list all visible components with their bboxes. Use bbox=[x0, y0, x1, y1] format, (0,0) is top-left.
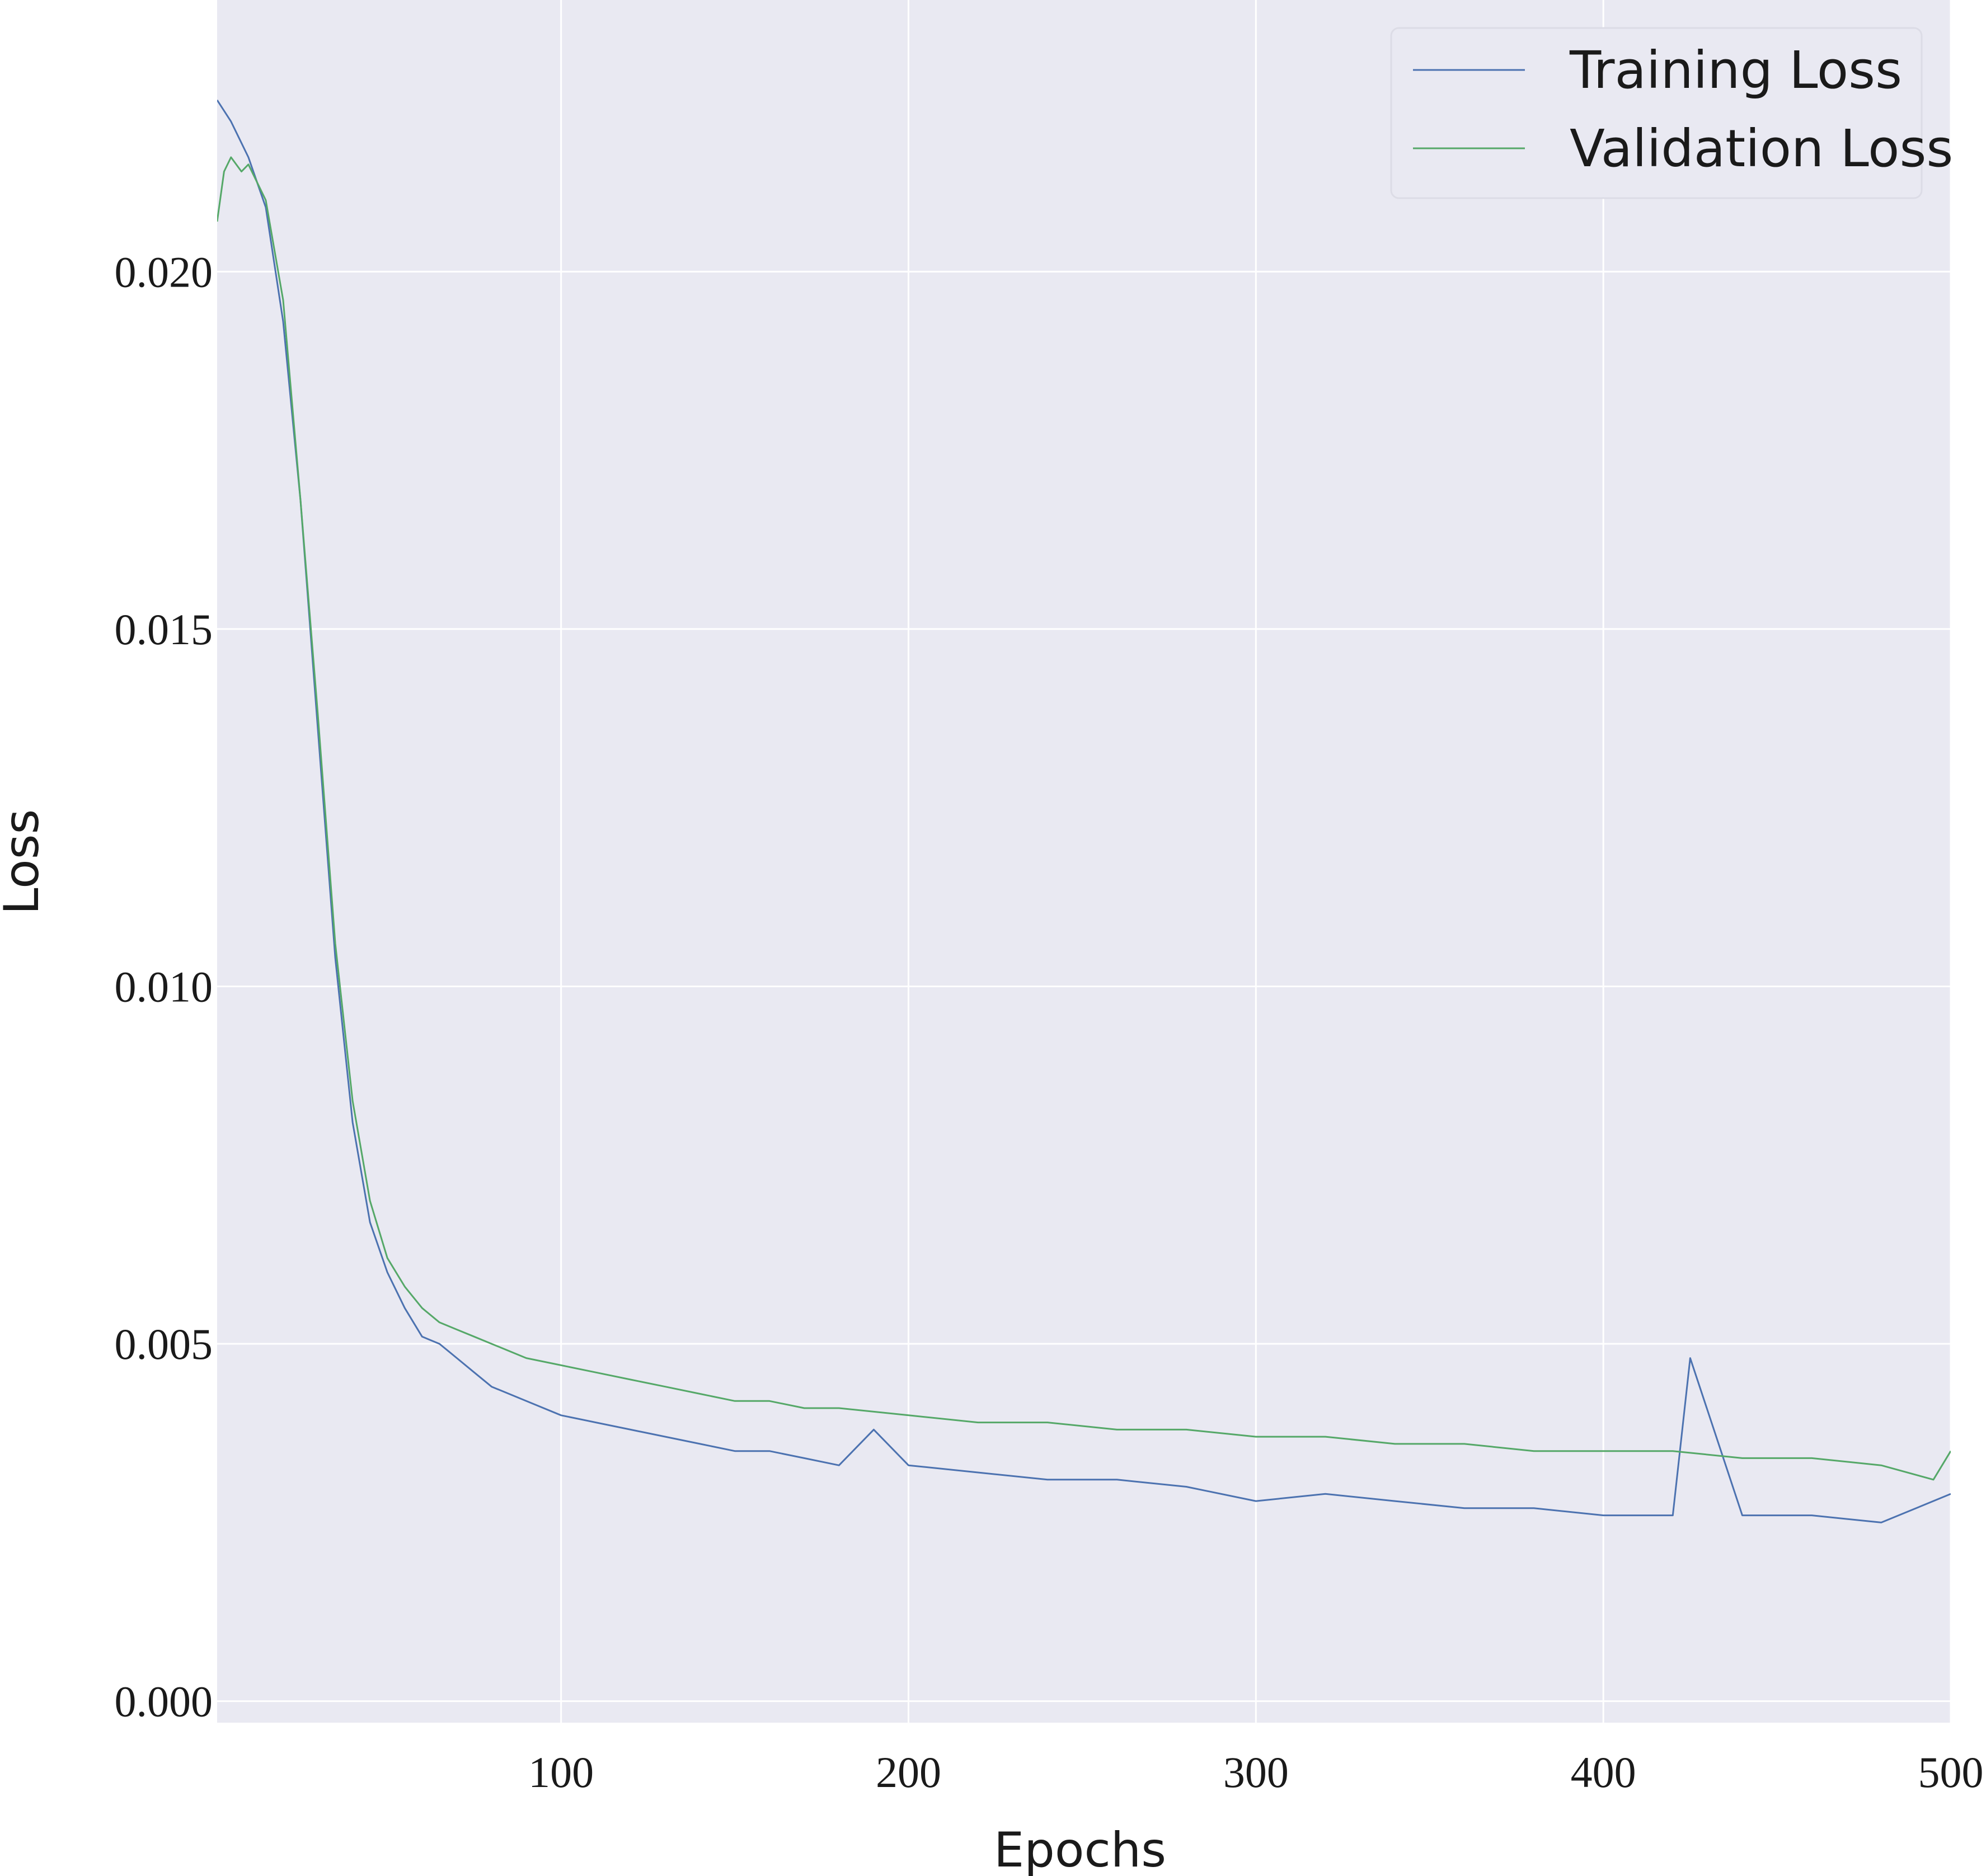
legend-label-validation: Validation Loss bbox=[1570, 119, 1953, 179]
y-axis-label: Loss bbox=[0, 809, 50, 915]
y-tick-label: 0.000 bbox=[115, 1677, 213, 1726]
legend: Training Loss Validation Loss bbox=[1390, 27, 1953, 199]
x-tick-label: 200 bbox=[876, 1748, 941, 1797]
x-tick-label: 400 bbox=[1571, 1748, 1636, 1797]
x-tick-label: 500 bbox=[1918, 1748, 1984, 1797]
validation-loss-line bbox=[217, 156, 1951, 1481]
y-tick-label: 0.010 bbox=[115, 963, 213, 1011]
y-axis-ticks: 0.000 0.005 0.010 0.015 0.020 bbox=[115, 247, 213, 1725]
y-tick-label: 0.005 bbox=[115, 1320, 213, 1368]
y-tick-label: 0.020 bbox=[115, 247, 213, 296]
series-lines bbox=[217, 99, 1951, 1523]
legend-label-training: Training Loss bbox=[1569, 40, 1902, 100]
y-tick-label: 0.015 bbox=[115, 605, 213, 654]
x-axis-ticks: 100 200 300 400 500 bbox=[528, 1748, 1983, 1797]
grid-lines bbox=[217, 0, 1952, 1723]
plot-area bbox=[217, 0, 1951, 1723]
x-axis-label: Epochs bbox=[994, 1822, 1166, 1876]
x-tick-label: 300 bbox=[1223, 1748, 1289, 1797]
x-tick-label: 100 bbox=[528, 1748, 594, 1797]
training-loss-line bbox=[217, 99, 1951, 1523]
